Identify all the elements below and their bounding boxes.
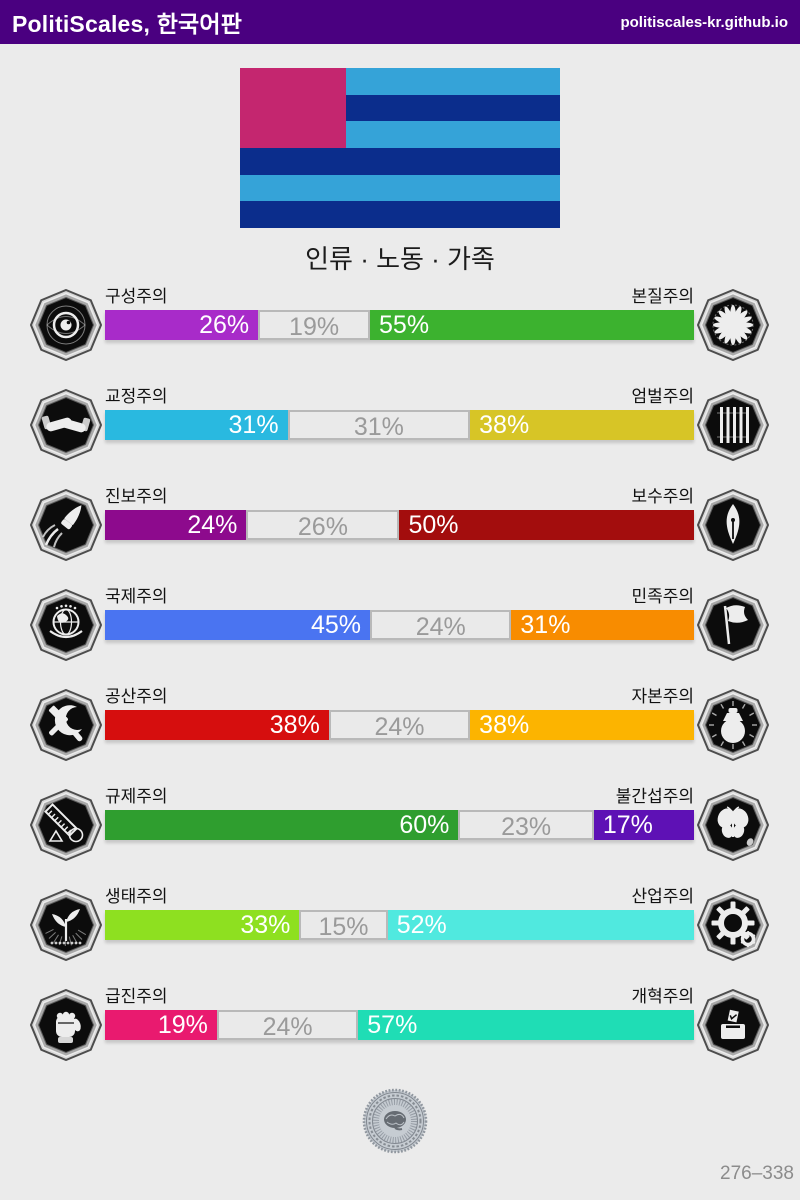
flag-stripe	[240, 201, 560, 228]
axis-left-label: 생태주의	[105, 887, 168, 906]
axis-neutral-segment: 24%	[370, 610, 512, 640]
axis-right-label: 자본주의	[631, 687, 694, 706]
axis-left-segment: 45%	[105, 610, 371, 640]
axis-right-segment: 38%	[470, 410, 694, 440]
capitalism-money-bag-icon	[696, 688, 770, 762]
axis-left-segment: 33%	[105, 910, 300, 940]
axis-right-label: 엄벌주의	[631, 387, 694, 406]
result-code: 276–338	[720, 1163, 794, 1184]
axis-bar: 60% 23% 17%	[105, 810, 694, 840]
axis-neutral-segment: 19%	[258, 310, 371, 340]
rehabilitative-justice-handshake-icon	[29, 388, 103, 462]
nationalism-flag-icon	[696, 588, 770, 662]
reformism-ballot-icon	[696, 988, 770, 1062]
axis-left-segment: 19%	[105, 1010, 217, 1040]
flag-stripe	[240, 147, 560, 175]
axis-right-segment: 17%	[593, 810, 694, 840]
axis-right-segment: 50%	[399, 510, 694, 540]
ecology-plant-icon	[29, 888, 103, 962]
axis-left-label: 급진주의	[105, 987, 168, 1006]
revolution-fist-icon	[29, 988, 103, 1062]
axis-left-label: 진보주의	[105, 487, 168, 506]
constructivism-eye-icon	[29, 288, 103, 362]
axis-left-label: 구성주의	[105, 287, 168, 306]
result-slogan: 인류 · 노동 · 가족	[305, 244, 495, 274]
axis-right-segment: 38%	[470, 710, 694, 740]
axis-neutral-segment: 24%	[328, 710, 471, 740]
flag-canton	[240, 68, 346, 148]
axis-bar: 24% 26% 50%	[105, 510, 694, 540]
axis-row: 진보주의 보수주의 24% 26% 50%	[0, 485, 800, 585]
app-header: PolitiScales, 한국어판 politiscales-kr.githu…	[0, 0, 800, 44]
axis-neutral-segment: 15%	[299, 910, 388, 940]
essentialism-flower-icon	[696, 288, 770, 362]
regulationism-ruler-icon	[29, 788, 103, 862]
axis-right-segment: 57%	[358, 1010, 694, 1040]
progressivism-rocket-icon	[29, 488, 103, 562]
axis-left-segment: 24%	[105, 510, 247, 540]
axis-left-segment: 31%	[105, 410, 288, 440]
axis-left-label: 공산주의	[105, 687, 168, 706]
flag-stripe	[240, 174, 560, 202]
axis-neutral-segment: 23%	[458, 810, 594, 840]
axis-right-label: 개혁주의	[631, 987, 694, 1006]
conservatism-pen-icon	[696, 488, 770, 562]
axis-row: 국제주의 민족주의 45% 24% 31%	[0, 585, 800, 685]
axis-row: 교정주의 엄벌주의 31% 31% 38%	[0, 385, 800, 485]
laissez-faire-butterfly-icon	[696, 788, 770, 862]
axis-bar: 45% 24% 31%	[105, 610, 694, 640]
axis-neutral-segment: 31%	[287, 410, 471, 440]
internationalism-globe-icon	[29, 588, 103, 662]
axis-bar: 19% 24% 57%	[105, 1010, 694, 1040]
axis-row: 규제주의 불간섭주의 60% 23% 17%	[0, 785, 800, 885]
page-title: PolitiScales, 한국어판	[12, 11, 243, 37]
axis-left-label: 규제주의	[105, 787, 168, 806]
axis-left-segment: 38%	[105, 710, 329, 740]
productivism-gear-icon	[696, 888, 770, 962]
axis-right-label: 민족주의	[631, 587, 694, 606]
axis-right-segment: 52%	[387, 910, 694, 940]
result-flag	[240, 68, 560, 228]
site-link[interactable]: politiscales-kr.github.io	[620, 13, 788, 31]
axis-bar: 33% 15% 52%	[105, 910, 694, 940]
axis-neutral-segment: 24%	[216, 1010, 359, 1040]
axis-bar: 38% 24% 38%	[105, 710, 694, 740]
axis-neutral-segment: 26%	[246, 510, 400, 540]
axis-right-label: 보수주의	[631, 487, 694, 506]
axis-row: 생태주의 산업주의 33% 15% 52%	[0, 885, 800, 985]
axis-left-segment: 60%	[105, 810, 459, 840]
punitive-justice-prison-bars-icon	[696, 388, 770, 462]
axis-right-segment: 55%	[370, 310, 694, 340]
axis-right-segment: 31%	[511, 610, 694, 640]
axis-right-label: 산업주의	[631, 887, 694, 906]
axis-row: 급진주의 개혁주의 19% 24% 57%	[0, 985, 800, 1085]
axis-bar: 26% 19% 55%	[105, 310, 694, 340]
communism-hammer-sickle-icon	[29, 688, 103, 762]
axes-list: 구성주의 본질주의 26% 19% 55% 교정주의 엄벌주의 31% 31% 38% 진보주의 보수…	[0, 285, 800, 1085]
pragmatism-seal	[362, 1088, 428, 1154]
axis-right-label: 본질주의	[631, 287, 694, 306]
axis-left-label: 교정주의	[105, 387, 168, 406]
axis-bar: 31% 31% 38%	[105, 410, 694, 440]
axis-right-label: 불간섭주의	[615, 787, 694, 806]
axis-row: 구성주의 본질주의 26% 19% 55%	[0, 285, 800, 385]
axis-row: 공산주의 자본주의 38% 24% 38%	[0, 685, 800, 785]
axis-left-label: 국제주의	[105, 587, 168, 606]
axis-left-segment: 26%	[105, 310, 259, 340]
